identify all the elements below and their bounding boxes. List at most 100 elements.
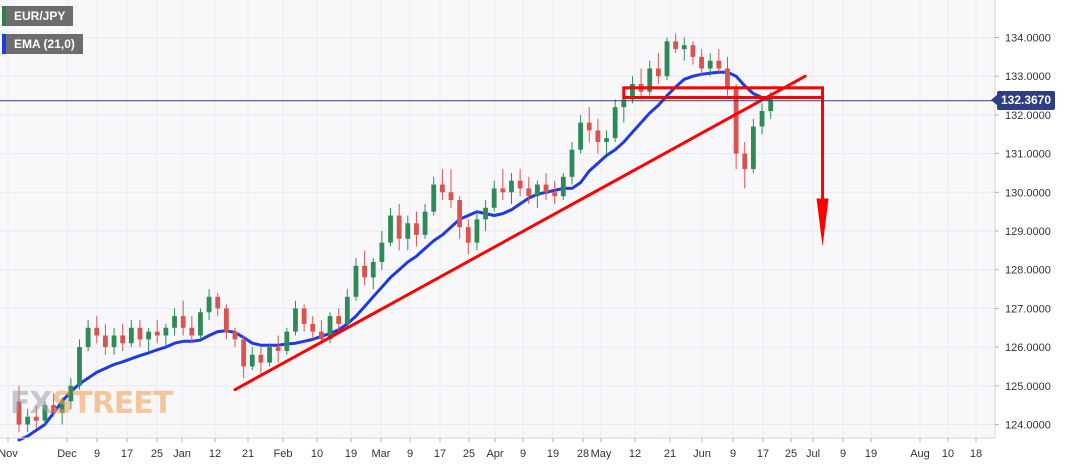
candle-body — [25, 416, 31, 425]
x-tick-label: 18 — [970, 448, 982, 460]
candle — [146, 327, 151, 351]
candle-body — [681, 45, 687, 50]
resistance-box — [622, 86, 825, 99]
y-tick-label: 131.0000 — [1005, 149, 1051, 161]
candle — [673, 33, 679, 53]
candle — [293, 300, 298, 336]
candle-body — [560, 176, 566, 197]
y-tick-label: 129.0000 — [1005, 226, 1051, 238]
candle — [77, 339, 82, 390]
x-tick-label: Mar — [372, 448, 391, 460]
candle — [560, 172, 566, 201]
x-tick-label: Jun — [693, 448, 711, 460]
x-tick-label: 17 — [434, 448, 446, 460]
candle — [223, 304, 229, 340]
candle-body — [552, 192, 558, 197]
x-tick-label: Dec — [57, 448, 77, 460]
candle — [362, 250, 367, 286]
candle-body — [439, 184, 445, 193]
indicator-swatch — [2, 34, 6, 54]
candle — [249, 347, 255, 371]
candle-body — [500, 188, 506, 193]
candle — [267, 343, 272, 367]
candle-body — [85, 327, 91, 348]
candle-body — [733, 87, 739, 154]
candle — [206, 289, 212, 321]
candle-body — [578, 122, 583, 150]
watermark-part1: FX — [10, 386, 53, 421]
candle-body — [517, 180, 523, 189]
candle — [465, 219, 471, 255]
y-tick-label: 134.0000 — [1005, 33, 1051, 45]
candle — [241, 335, 247, 379]
legend-indicator[interactable]: EMA (21,0) — [2, 34, 83, 54]
candle — [647, 60, 653, 96]
candle-body — [742, 153, 748, 170]
candle — [586, 107, 592, 142]
candle — [716, 49, 722, 73]
candle — [137, 320, 143, 348]
y-tick-label: 127.0000 — [1005, 303, 1051, 315]
y-tick-label: 125.0000 — [1005, 381, 1051, 393]
candle — [405, 215, 411, 251]
candle-body — [284, 331, 290, 351]
candle-body — [647, 68, 653, 92]
candle-body — [716, 60, 722, 69]
ema-layer — [17, 70, 773, 442]
candle — [431, 176, 437, 216]
symbol-swatch — [2, 6, 6, 26]
y-tick-label: 126.0000 — [1005, 342, 1051, 354]
x-tick-label: 9 — [840, 448, 846, 460]
candle-body — [146, 331, 151, 340]
arrow-head — [816, 198, 829, 247]
candle-body — [414, 223, 419, 235]
candle-body — [353, 265, 359, 297]
candle — [42, 401, 48, 425]
y-tick-label: 132.0000 — [1005, 110, 1051, 122]
x-tick-label: Aug — [910, 448, 930, 460]
x-tick-label: 25 — [151, 448, 163, 460]
candle — [396, 203, 402, 251]
candle-body — [396, 215, 402, 239]
candle-body — [137, 327, 143, 340]
legend-symbol[interactable]: EUR/JPY — [2, 6, 74, 26]
candle — [751, 118, 756, 173]
candle-body — [491, 188, 497, 208]
candle-body — [509, 180, 514, 193]
candles-layer — [16, 33, 774, 433]
candle-body — [621, 99, 627, 108]
candle — [439, 169, 445, 201]
candle-body — [327, 316, 333, 340]
candle-body — [457, 200, 463, 228]
candle — [301, 304, 307, 332]
x-tick-label: 17 — [121, 448, 133, 460]
candle-body — [172, 316, 177, 328]
support-trendline — [233, 74, 807, 392]
candle — [595, 118, 601, 154]
candle-body — [215, 296, 221, 309]
x-tick-label: 19 — [865, 448, 877, 460]
candle — [111, 327, 117, 355]
x-tick-label: 9 — [94, 448, 100, 460]
x-tick-label: Jan — [173, 448, 191, 460]
candle — [483, 200, 488, 231]
legend-indicator-label: EMA (21,0) — [14, 37, 75, 51]
candle — [535, 180, 540, 208]
x-tick-label: Feb — [274, 448, 293, 460]
candle — [344, 289, 350, 328]
candle — [319, 320, 324, 344]
candle — [517, 169, 523, 197]
candle — [448, 169, 454, 208]
candle-body — [293, 308, 298, 332]
candle — [690, 41, 696, 65]
candle — [16, 385, 22, 433]
candle-body — [310, 323, 316, 332]
candle — [604, 130, 609, 154]
candle — [94, 316, 100, 344]
x-tick-label: 17 — [757, 448, 769, 460]
candle — [51, 393, 56, 417]
x-tick-label: Jul — [806, 448, 820, 460]
candle — [379, 231, 385, 270]
